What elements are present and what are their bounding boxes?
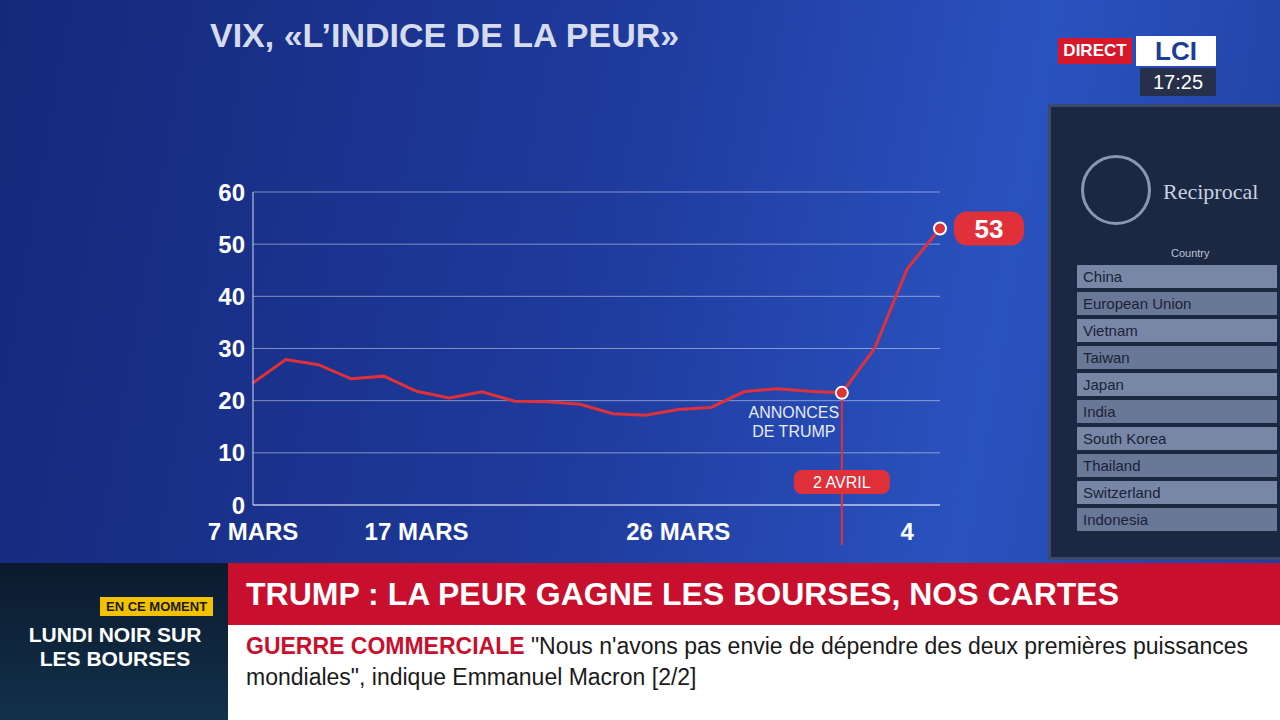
html-text:Indonesia: Indonesia (1083, 511, 1149, 528)
html-text:Vietnam: Vietnam (1083, 322, 1138, 339)
html-text:EN CE MOMENT: EN CE MOMENT (106, 599, 208, 614)
html-text:Thailand: Thailand (1083, 457, 1141, 474)
html-text:South Korea: South Korea (1083, 430, 1167, 447)
svg-text:ANNONCES: ANNONCES (749, 404, 840, 421)
html-text:Switzerland: Switzerland (1083, 484, 1161, 501)
html-text:GUERRE COMMERCIALE "Nous n'avo: GUERRE COMMERCIALE "Nous n'avons pas env… (246, 633, 1248, 690)
svg-text:7 MARS: 7 MARS (208, 518, 299, 545)
html-text:Taiwan: Taiwan (1083, 349, 1130, 366)
html-text:Reciprocal: Reciprocal (1163, 179, 1259, 204)
svg-text:50: 50 (218, 231, 245, 258)
svg-text:26 MARS: 26 MARS (626, 518, 730, 545)
html-text:17:25: 17:25 (1153, 71, 1203, 93)
svg-text:10: 10 (218, 439, 245, 466)
html-text:VIX, «L’INDICE DE LA PEUR»: VIX, «L’INDICE DE LA PEUR» (210, 16, 680, 54)
html-text:TRUMP : LA PEUR GAGNE LES BOUR: TRUMP : LA PEUR GAGNE LES BOURSES, NOS C… (246, 576, 1119, 612)
svg-text:30: 30 (218, 335, 245, 362)
svg-text:60: 60 (218, 179, 245, 206)
html-text:LUNDI NOIR SUR LES BOURSES: LUNDI NOIR SUR LES BOURSES (28, 623, 202, 670)
svg-text:17 MARS: 17 MARS (365, 518, 469, 545)
html-text:China: China (1083, 268, 1123, 285)
svg-text:4: 4 (901, 518, 915, 545)
html-text:India: India (1083, 403, 1116, 420)
html-text:LCI: LCI (1155, 36, 1197, 66)
html-text:Country: Country (1171, 247, 1210, 259)
svg-text:2 AVRIL: 2 AVRIL (813, 474, 871, 491)
svg-text:20: 20 (218, 387, 245, 414)
html-text:DIRECT: DIRECT (1063, 41, 1127, 60)
html-text:Japan: Japan (1083, 376, 1124, 393)
svg-text:0: 0 (232, 492, 245, 519)
svg-text:53: 53 (975, 214, 1004, 244)
svg-text:40: 40 (218, 283, 245, 310)
html-text:European Union: European Union (1083, 295, 1192, 312)
svg-text:DE TRUMP: DE TRUMP (752, 423, 835, 440)
